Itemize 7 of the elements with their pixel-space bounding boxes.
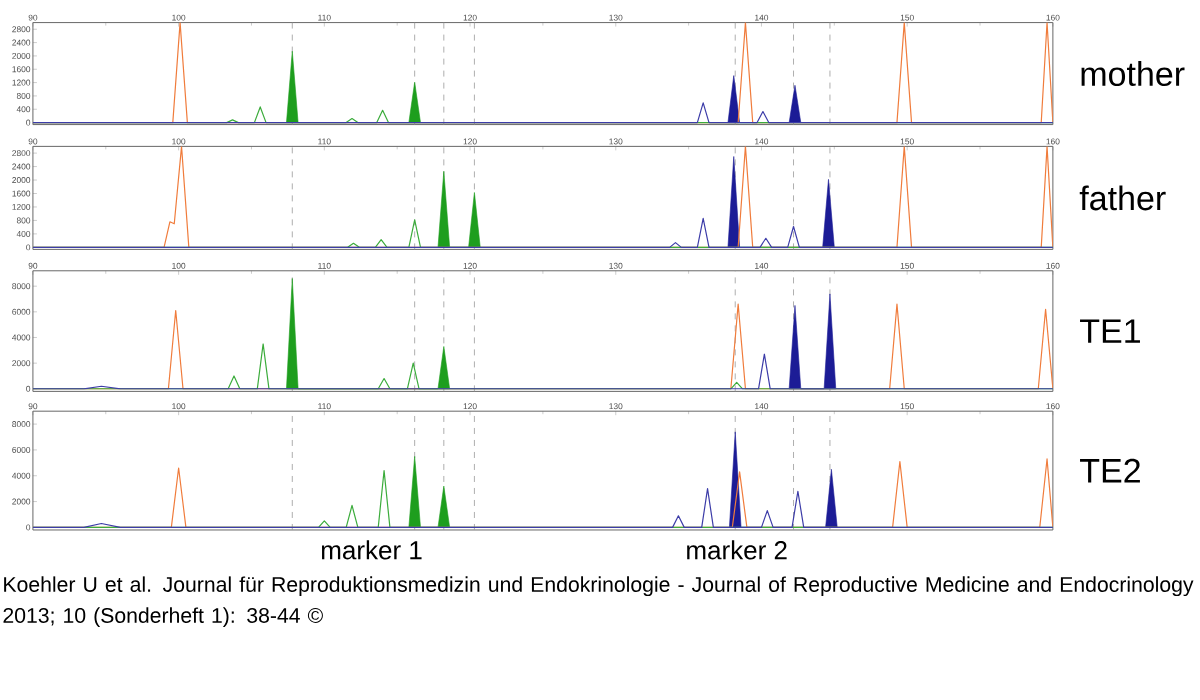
- y-axis-title: mother: [1081, 61, 1185, 87]
- text: Koehler U et al. Journal für Reproduktionsmedizin und Endokrinologie - Journal of Reproductive Medicine and Endocrinology 2013; 10 (Sonderheft 1): 38-44 ©: [3, 576, 1194, 628]
- y-axis-title: TE2: [1080, 458, 1140, 483]
- y-axis-title: father: [1079, 185, 1166, 211]
- y-axis-title: TE1: [1080, 319, 1140, 343]
- text: marker 1: [321, 540, 422, 560]
- text: marker 2: [687, 540, 787, 560]
